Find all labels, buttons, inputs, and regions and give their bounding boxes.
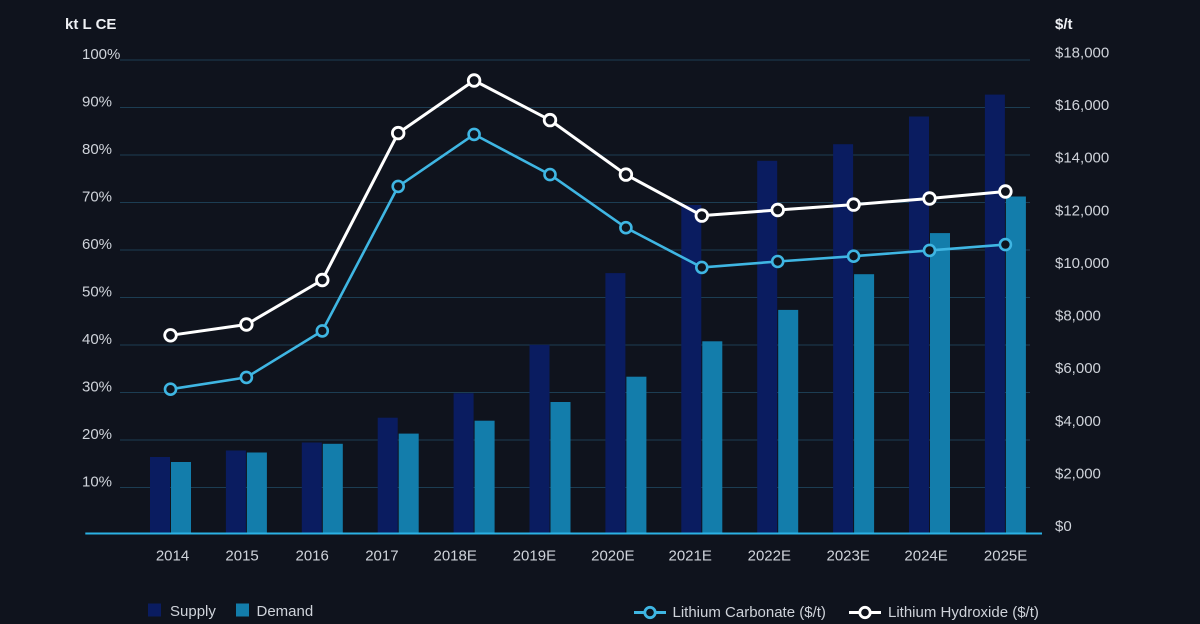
- svg-text:30%: 30%: [82, 379, 112, 396]
- svg-text:Supply: Supply: [170, 603, 216, 620]
- svg-text:kt L CE: kt L CE: [65, 16, 116, 33]
- svg-text:10%: 10%: [82, 474, 112, 491]
- svg-text:100%: 100%: [82, 46, 120, 63]
- svg-text:Lithium Carbonate ($/t): Lithium Carbonate ($/t): [673, 604, 826, 621]
- svg-text:70%: 70%: [82, 189, 112, 206]
- svg-text:40%: 40%: [82, 331, 112, 348]
- svg-text:$4,000: $4,000: [1055, 413, 1101, 430]
- svg-text:2022E: 2022E: [748, 548, 791, 565]
- svg-text:2015: 2015: [225, 548, 258, 565]
- svg-text:90%: 90%: [82, 94, 112, 111]
- svg-text:$16,000: $16,000: [1055, 97, 1109, 114]
- svg-text:Demand: Demand: [257, 603, 314, 620]
- svg-text:20%: 20%: [82, 426, 112, 443]
- svg-text:$18,000: $18,000: [1055, 45, 1109, 62]
- svg-text:2016: 2016: [296, 548, 329, 565]
- svg-text:$0: $0: [1055, 518, 1072, 535]
- svg-text:50%: 50%: [82, 284, 112, 301]
- svg-text:$10,000: $10,000: [1055, 255, 1109, 272]
- svg-text:2017: 2017: [365, 548, 398, 565]
- svg-text:2024E: 2024E: [904, 548, 947, 565]
- svg-text:60%: 60%: [82, 236, 112, 253]
- svg-text:$2,000: $2,000: [1055, 465, 1101, 482]
- svg-text:$12,000: $12,000: [1055, 202, 1109, 219]
- svg-text:$8,000: $8,000: [1055, 308, 1101, 325]
- svg-text:80%: 80%: [82, 141, 112, 158]
- svg-text:2020E: 2020E: [591, 548, 634, 565]
- svg-text:$14,000: $14,000: [1055, 150, 1109, 167]
- svg-text:2018E: 2018E: [434, 548, 477, 565]
- svg-text:2014: 2014: [156, 548, 189, 565]
- svg-text:2025E: 2025E: [984, 548, 1027, 565]
- svg-text:Lithium Hydroxide ($/t): Lithium Hydroxide ($/t): [888, 604, 1039, 621]
- svg-text:2023E: 2023E: [827, 548, 870, 565]
- svg-text:2021E: 2021E: [669, 548, 712, 565]
- svg-text:$/t: $/t: [1055, 16, 1073, 33]
- svg-text:$6,000: $6,000: [1055, 360, 1101, 377]
- svg-text:2019E: 2019E: [513, 548, 556, 565]
